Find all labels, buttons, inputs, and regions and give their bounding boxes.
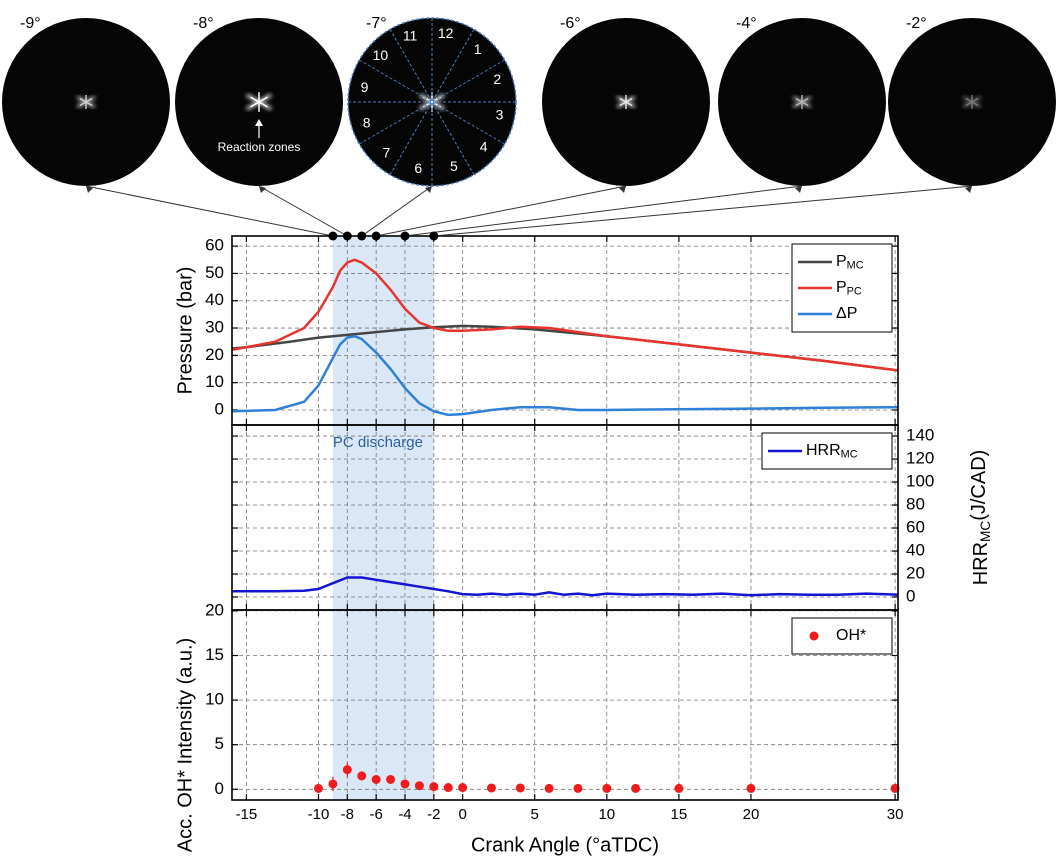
dot (343, 232, 352, 241)
legend-label: OH* (836, 627, 866, 644)
dot (357, 232, 366, 241)
x-tick-label: 0 (458, 806, 466, 823)
sector-label: 2 (493, 71, 501, 87)
sector-label: 7 (382, 144, 390, 160)
image-label: -8° (193, 15, 214, 32)
x-tick-label: -10 (308, 806, 330, 823)
image-label: -6° (560, 15, 581, 32)
y-axis-title: Acc. OH* Intensity (a.u.) (174, 638, 196, 853)
x-tick-label: -2 (427, 806, 440, 823)
y-tick-label: 60 (906, 518, 925, 537)
x-tick-label: 15 (671, 806, 688, 823)
sector-label: 3 (496, 106, 504, 122)
point (516, 783, 525, 792)
sector-label: 5 (450, 158, 458, 174)
point (602, 784, 611, 793)
y-axis-title: Pressure (bar) (174, 267, 196, 395)
point (415, 781, 424, 790)
y-tick-label: 40 (205, 290, 224, 309)
y-tick-label: 0 (906, 586, 915, 605)
image-label: -7° (366, 15, 387, 32)
x-tick-label: 10 (598, 806, 615, 823)
y-tick-label: 120 (906, 449, 934, 468)
point (343, 765, 352, 774)
y-tick-label: 0 (215, 399, 224, 418)
sector-label: 9 (361, 79, 369, 95)
y-tick-label: 5 (215, 734, 224, 753)
connector (405, 186, 802, 236)
y-tick-label: 50 (205, 263, 224, 282)
x-tick-label: -4 (398, 806, 411, 823)
point (386, 775, 395, 784)
point (429, 782, 438, 791)
x-tick-label: 30 (887, 806, 904, 823)
connector (434, 186, 972, 236)
dot (372, 232, 381, 241)
image-label: -4° (736, 15, 757, 32)
sector-label: 10 (373, 47, 389, 63)
point (746, 784, 755, 793)
page: PC discharge-15-10-8-6-4-20510152030Cran… (0, 0, 1056, 861)
point (545, 784, 554, 793)
annotation: Reaction zones (218, 140, 301, 154)
point (458, 783, 467, 792)
sector-label: 4 (480, 138, 488, 154)
y2-axis-title: HRRMC(J/CAD) (968, 450, 992, 586)
line-series (232, 578, 898, 596)
figure: PC discharge-15-10-8-6-4-20510152030Cran… (0, 0, 1056, 861)
y-tick-label: 100 (906, 472, 934, 491)
sector-label: 6 (414, 160, 422, 176)
y-tick-label: 30 (205, 318, 224, 337)
dot (400, 232, 409, 241)
line-series (232, 326, 898, 371)
x-tick-label: -8 (341, 806, 354, 823)
dot (429, 232, 438, 241)
dot (328, 232, 337, 241)
sector-label: 11 (403, 27, 418, 43)
point (444, 783, 453, 792)
x-tick-label: 5 (531, 806, 539, 823)
y-tick-label: 20 (906, 563, 925, 582)
y-tick-label: 10 (205, 372, 224, 391)
sector-label: 1 (474, 41, 482, 57)
x-tick-label: -15 (236, 806, 258, 823)
y-tick-label: 10 (205, 690, 224, 709)
y-tick-label: 20 (205, 345, 224, 364)
y-tick-label: 140 (906, 426, 934, 445)
x-tick-label: 20 (743, 806, 760, 823)
point (674, 784, 683, 793)
legend-marker (810, 632, 819, 641)
point (357, 771, 366, 780)
point (328, 779, 337, 788)
connector (259, 186, 347, 236)
y-tick-label: 60 (205, 236, 224, 255)
point (400, 779, 409, 788)
connector (362, 186, 432, 236)
shaded-label: PC discharge (333, 434, 423, 451)
y-tick-label: 15 (205, 645, 224, 664)
y-tick-label: 40 (906, 541, 925, 560)
connector (376, 186, 626, 236)
line-series (232, 336, 898, 415)
x-tick-label: -6 (369, 806, 382, 823)
image-label: -2° (906, 15, 927, 32)
sector-label: 12 (438, 25, 454, 41)
connector-arrow (425, 186, 432, 193)
point (372, 775, 381, 784)
point (487, 783, 496, 792)
point (314, 784, 323, 793)
image-label: -9° (20, 15, 41, 32)
point (573, 784, 582, 793)
connector (86, 186, 333, 236)
x-axis-title: Crank Angle (°aTDC) (471, 834, 659, 856)
y-tick-label: 0 (215, 779, 224, 798)
y-tick-label: 20 (205, 600, 224, 619)
legend-label: ΔP (836, 305, 857, 322)
sector-label: 8 (363, 115, 371, 131)
y-tick-label: 80 (906, 495, 925, 514)
point (631, 784, 640, 793)
